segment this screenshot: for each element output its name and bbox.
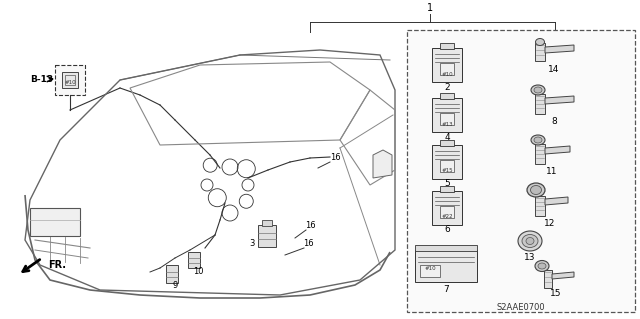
Text: 4: 4 — [444, 132, 450, 142]
Text: 16: 16 — [305, 220, 316, 229]
Bar — [440, 93, 454, 99]
Polygon shape — [545, 96, 574, 104]
Text: #22: #22 — [441, 214, 453, 219]
Bar — [62, 72, 78, 88]
Bar — [544, 270, 552, 288]
Polygon shape — [373, 150, 392, 178]
Text: 8: 8 — [551, 116, 557, 125]
Text: #10: #10 — [441, 71, 453, 77]
Text: 1: 1 — [427, 3, 433, 13]
Text: 16: 16 — [330, 153, 340, 162]
Text: #15: #15 — [441, 168, 453, 174]
Text: 3: 3 — [250, 240, 255, 249]
Ellipse shape — [526, 238, 534, 244]
Text: FR.: FR. — [48, 260, 66, 270]
Text: 11: 11 — [547, 167, 557, 175]
Bar — [440, 140, 454, 146]
Ellipse shape — [531, 135, 545, 145]
Bar — [535, 94, 545, 114]
Bar — [432, 145, 462, 179]
Ellipse shape — [522, 234, 538, 248]
Bar — [65, 75, 75, 85]
Bar — [440, 186, 454, 192]
Text: S2AAE0700: S2AAE0700 — [497, 303, 545, 313]
Ellipse shape — [535, 261, 549, 271]
Bar — [262, 220, 272, 226]
Text: 5: 5 — [444, 180, 450, 189]
Ellipse shape — [531, 186, 541, 195]
Bar — [188, 252, 200, 268]
Text: 14: 14 — [548, 64, 560, 73]
Ellipse shape — [534, 87, 542, 93]
Text: 15: 15 — [550, 290, 562, 299]
Bar — [535, 43, 545, 61]
Ellipse shape — [534, 137, 542, 143]
Bar — [440, 206, 454, 218]
Ellipse shape — [518, 231, 542, 251]
Polygon shape — [552, 272, 574, 279]
Bar — [440, 160, 454, 172]
Text: #10: #10 — [64, 80, 76, 85]
Text: 7: 7 — [443, 286, 449, 294]
Bar — [30, 208, 80, 236]
Bar — [432, 191, 462, 225]
Text: B-13: B-13 — [31, 75, 54, 84]
Bar — [440, 43, 454, 49]
Bar — [440, 63, 454, 75]
Polygon shape — [545, 146, 570, 154]
Bar — [407, 30, 635, 312]
Text: #10: #10 — [424, 265, 436, 271]
Text: 13: 13 — [524, 253, 536, 262]
Text: 10: 10 — [193, 268, 204, 277]
Bar — [440, 113, 454, 125]
Text: 6: 6 — [444, 226, 450, 234]
Ellipse shape — [538, 263, 546, 269]
Ellipse shape — [531, 85, 545, 95]
Bar — [166, 265, 178, 283]
Ellipse shape — [536, 39, 545, 46]
Polygon shape — [545, 45, 574, 53]
Bar — [258, 225, 276, 247]
Text: 16: 16 — [303, 240, 314, 249]
Bar — [55, 65, 85, 95]
Text: 9: 9 — [172, 280, 178, 290]
Bar — [535, 144, 545, 164]
Text: #13: #13 — [441, 122, 453, 127]
Bar — [415, 245, 477, 251]
Text: 2: 2 — [444, 83, 450, 92]
Bar — [420, 265, 440, 277]
Text: 12: 12 — [544, 219, 556, 227]
Bar — [535, 196, 545, 216]
Ellipse shape — [527, 183, 545, 197]
Bar — [415, 250, 477, 282]
Bar — [432, 98, 462, 132]
Bar — [432, 48, 462, 82]
Polygon shape — [545, 197, 568, 205]
